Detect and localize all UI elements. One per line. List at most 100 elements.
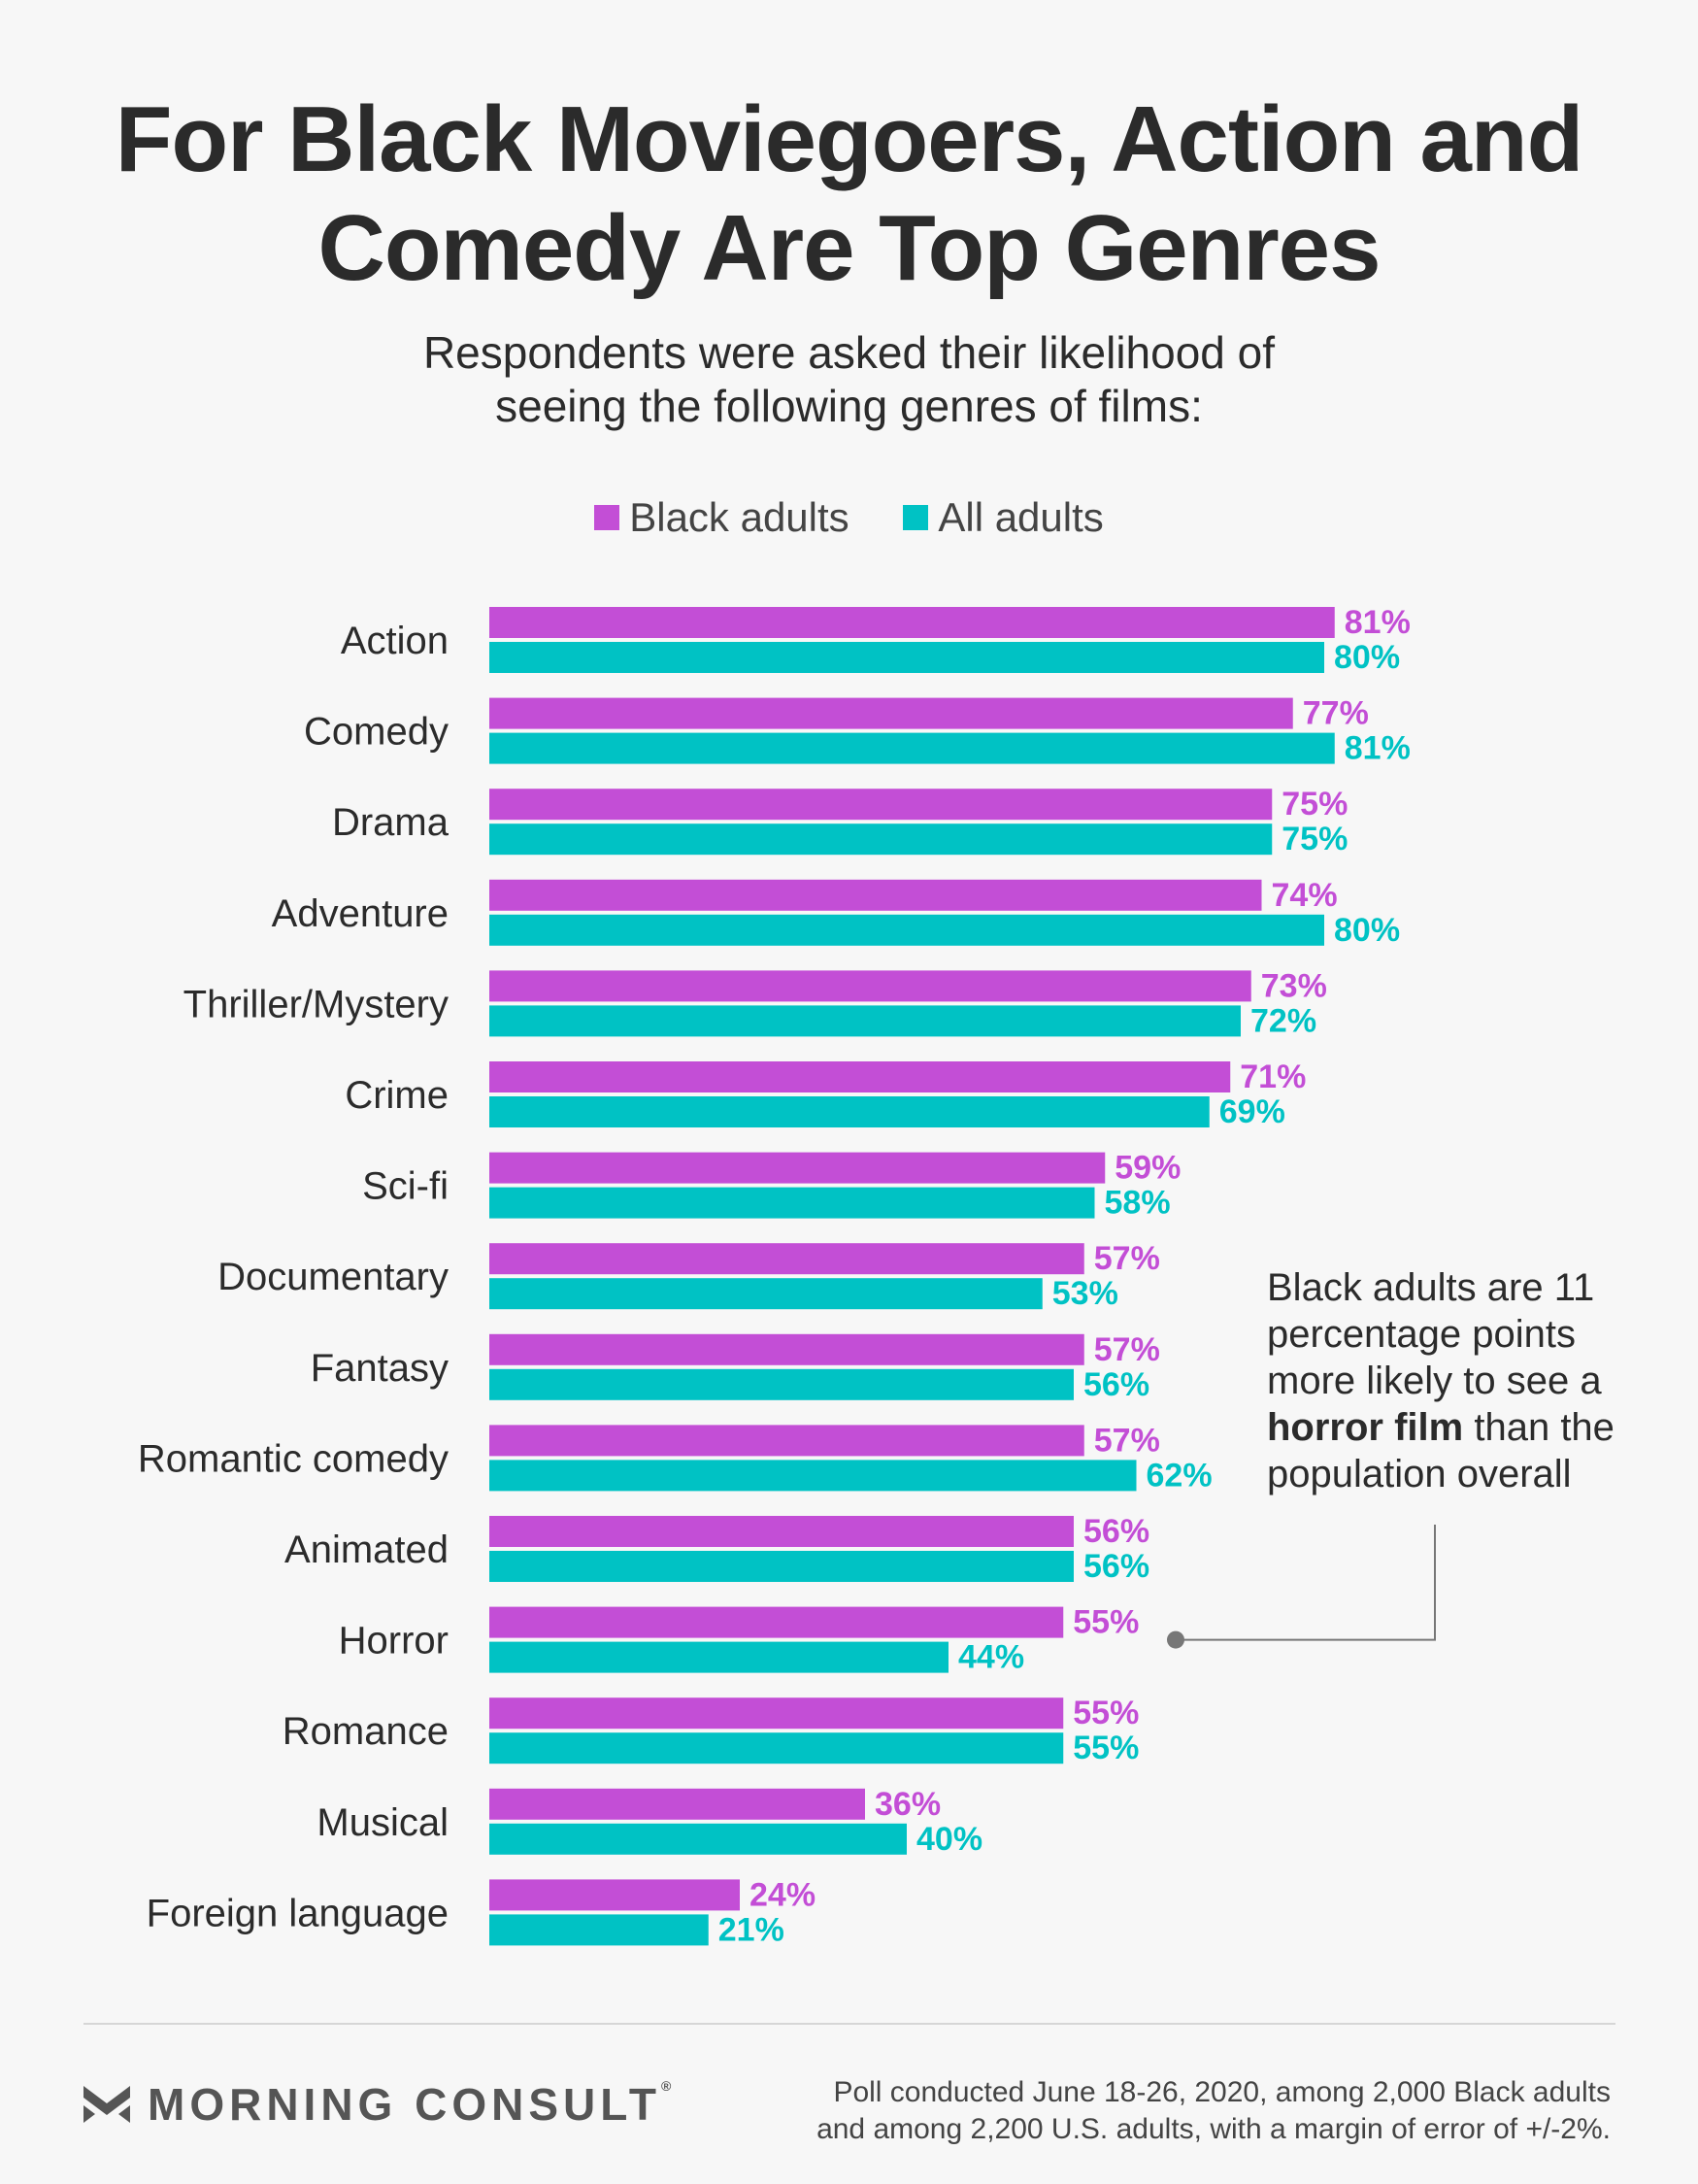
value-label-sci-fi-black-adults: 59% [1115, 1150, 1181, 1187]
subtitle-line-1: Respondents were asked their likelihood … [422, 327, 1276, 378]
bar-fantasy-black-adults [489, 1333, 1084, 1365]
value-label-musical-all-adults: 40% [916, 1821, 982, 1858]
brand-logo: MORNING CONSULT® [83, 2078, 676, 2131]
title-line-1: For Black Moviegoers, Action and [115, 87, 1583, 191]
value-label-fantasy-black-adults: 57% [1094, 1331, 1160, 1368]
category-label-horror: Horror [339, 1620, 449, 1663]
bar-thriller-mystery-black-adults [489, 970, 1251, 1002]
category-label-animated: Animated [284, 1529, 449, 1571]
registered-mark: ® [661, 2078, 677, 2094]
category-label-adventure: Adventure [272, 892, 449, 935]
value-label-romantic-comedy-black-adults: 57% [1094, 1422, 1160, 1459]
value-label-musical-black-adults: 36% [875, 1786, 941, 1823]
value-label-romance-all-adults: 55% [1073, 1730, 1139, 1766]
value-label-romantic-comedy-all-adults: 62% [1147, 1457, 1213, 1494]
category-label-documentary: Documentary [217, 1256, 449, 1298]
bar-action-black-adults [489, 607, 1335, 638]
value-label-adventure-all-adults: 80% [1334, 912, 1400, 949]
value-label-foreign-language-black-adults: 24% [749, 1876, 816, 1913]
bar-foreign-language-black-adults [489, 1879, 740, 1911]
bar-documentary-black-adults [489, 1243, 1084, 1275]
bar-horror-all-adults [489, 1641, 949, 1673]
value-label-foreign-language-all-adults: 21% [718, 1911, 784, 1948]
annotation-dot-icon [1167, 1630, 1184, 1649]
bar-comedy-black-adults [489, 697, 1293, 729]
bar-thriller-mystery-all-adults [489, 1005, 1241, 1037]
legend: Black adults All adults [0, 493, 1698, 541]
value-label-drama-black-adults: 75% [1282, 786, 1348, 823]
footnote-line-1: Poll conducted June 18-26, 2020, among 2… [833, 2076, 1611, 2108]
value-label-thriller-mystery-black-adults: 73% [1261, 967, 1327, 1004]
category-label-foreign-language: Foreign language [147, 1892, 449, 1934]
chart-subtitle: Respondents were asked their likelihood … [0, 326, 1698, 433]
bar-drama-all-adults [489, 823, 1273, 856]
bar-drama-black-adults [489, 789, 1273, 821]
bar-romantic-comedy-black-adults [489, 1425, 1084, 1457]
value-label-documentary-all-adults: 53% [1052, 1275, 1118, 1312]
bar-musical-black-adults [489, 1788, 865, 1820]
category-label-sci-fi: Sci-fi [362, 1165, 449, 1208]
value-label-comedy-all-adults: 81% [1345, 730, 1411, 767]
value-label-drama-all-adults: 75% [1282, 821, 1348, 857]
value-label-sci-fi-all-adults: 58% [1105, 1185, 1171, 1222]
category-label-romantic-comedy: Romantic comedy [138, 1437, 449, 1480]
legend-swatch-all-adults [903, 505, 929, 530]
value-label-horror-all-adults: 44% [958, 1639, 1024, 1676]
category-label-crime: Crime [345, 1074, 449, 1117]
legend-item-black-adults: Black adults [594, 494, 849, 541]
value-label-documentary-black-adults: 57% [1094, 1240, 1160, 1277]
value-label-crime-black-adults: 71% [1240, 1058, 1306, 1095]
annotation-bold-text: horror film [1267, 1406, 1464, 1449]
annotation-text-end: than the population overall [1267, 1406, 1615, 1495]
value-label-fantasy-all-adults: 56% [1083, 1366, 1149, 1403]
value-label-crime-all-adults: 69% [1219, 1093, 1285, 1130]
value-label-animated-all-adults: 56% [1083, 1548, 1149, 1585]
bar-crime-all-adults [489, 1096, 1210, 1127]
bar-fantasy-all-adults [489, 1368, 1074, 1400]
value-label-comedy-black-adults: 77% [1303, 695, 1369, 732]
bar-sci-fi-all-adults [489, 1187, 1095, 1219]
value-label-adventure-black-adults: 74% [1272, 877, 1338, 914]
bar-romance-all-adults [489, 1732, 1064, 1764]
bar-comedy-all-adults [489, 732, 1335, 764]
category-label-drama: Drama [332, 801, 449, 844]
bar-chart: Action 81%80%Comedy 77%81%Drama 75%75%Adven… [138, 604, 1436, 1948]
bar-foreign-language-all-adults [489, 1914, 709, 1946]
bar-romance-black-adults [489, 1697, 1064, 1730]
bar-adventure-all-adults [489, 914, 1324, 946]
bar-animated-black-adults [489, 1516, 1074, 1547]
legend-item-all-adults: All adults [903, 494, 1104, 541]
title-line-2: Comedy Are Top Genres [317, 196, 1382, 300]
category-label-fantasy: Fantasy [311, 1347, 449, 1390]
bar-crime-black-adults [489, 1061, 1231, 1092]
annotation-leader-line [1176, 1525, 1436, 1641]
annotation-text: Black adults are 11 percentage points mo… [1267, 1266, 1602, 1402]
bar-action-all-adults [489, 642, 1324, 673]
bar-documentary-all-adults [489, 1278, 1043, 1310]
bar-animated-all-adults [489, 1551, 1074, 1582]
brand-name-text: MORNING CONSULT [148, 2079, 662, 2130]
subtitle-line-2: seeing the following genres of films: [495, 381, 1203, 431]
value-label-animated-black-adults: 56% [1083, 1513, 1149, 1550]
category-label-musical: Musical [316, 1801, 449, 1844]
category-label-thriller-mystery: Thriller/Mystery [183, 983, 449, 1025]
value-label-action-all-adults: 80% [1334, 639, 1400, 676]
horror-annotation: Black adults are 11 percentage points mo… [1267, 1264, 1675, 1497]
brand-name: MORNING CONSULT® [148, 2078, 676, 2131]
chart-title: For Black Moviegoers, Action and Comedy … [0, 85, 1698, 303]
bar-adventure-black-adults [489, 879, 1262, 911]
value-label-romance-black-adults: 55% [1073, 1695, 1139, 1731]
bar-romantic-comedy-all-adults [489, 1460, 1137, 1492]
bar-sci-fi-black-adults [489, 1152, 1106, 1184]
footnote-line-2: and among 2,200 U.S. adults, with a marg… [816, 2113, 1611, 2145]
morning-consult-mark-icon [83, 2086, 130, 2123]
category-label-action: Action [341, 620, 449, 662]
footer-divider [83, 2023, 1615, 2025]
value-label-action-black-adults: 81% [1345, 604, 1411, 641]
bar-musical-all-adults [489, 1823, 907, 1855]
legend-label-black-adults: Black adults [629, 494, 849, 540]
category-label-comedy: Comedy [304, 711, 449, 754]
category-label-romance: Romance [283, 1710, 449, 1753]
legend-swatch-black-adults [594, 505, 620, 530]
bar-horror-black-adults [489, 1606, 1064, 1638]
